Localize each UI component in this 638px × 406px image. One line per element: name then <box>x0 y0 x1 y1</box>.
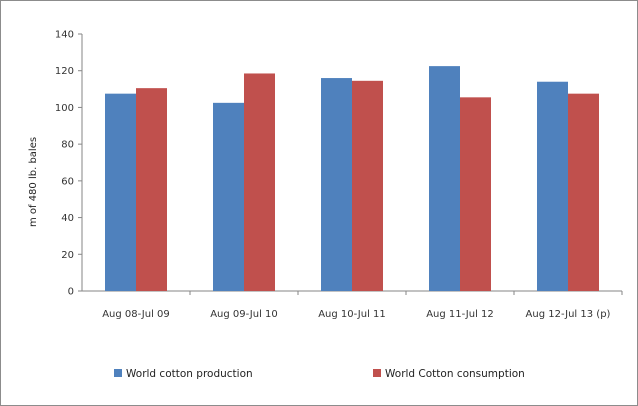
x-tick-label: Aug 09-Jul 10 <box>210 309 278 320</box>
y-tick-label: 60 <box>61 176 74 187</box>
bar-consumption <box>460 97 491 291</box>
bar-production <box>321 78 352 291</box>
y-tick-label: 120 <box>55 66 74 77</box>
x-tick-label: Aug 12-Jul 13 (p) <box>526 309 611 320</box>
bar-consumption <box>352 80 383 291</box>
legend-swatch <box>114 369 122 377</box>
y-tick-label: 80 <box>61 140 74 151</box>
x-tick-label: Aug 10-Jul 11 <box>318 309 386 320</box>
y-tick-label: 0 <box>68 287 74 298</box>
y-tick-label: 40 <box>61 213 74 224</box>
bar-production <box>537 81 568 291</box>
bar-production <box>105 93 136 292</box>
bar-consumption <box>568 93 599 292</box>
y-tick-labels: 0 20 40 60 80 100 120 140 <box>55 30 74 298</box>
x-tick-labels: Aug 08-Jul 09 Aug 09-Jul 10 Aug 10-Jul 11 A… <box>102 309 610 320</box>
bar-production <box>213 102 244 291</box>
y-tick-label: 20 <box>61 250 74 261</box>
y-tick-label: 100 <box>55 103 74 114</box>
bars <box>105 66 599 292</box>
x-tick-label: Aug 11-Jul 12 <box>426 309 494 320</box>
bar-consumption <box>136 88 167 292</box>
y-tick-label: 140 <box>55 30 74 41</box>
legend-label: World Cotton consumption <box>385 368 525 380</box>
legend-swatch <box>373 369 381 377</box>
y-axis-label: m of 480 lb. bales <box>28 137 39 227</box>
legend: World cotton production World Cotton cons… <box>114 368 525 380</box>
legend-label: World cotton production <box>126 368 253 380</box>
bar-consumption <box>244 73 275 291</box>
x-tick-label: Aug 08-Jul 09 <box>102 309 170 320</box>
bar-production <box>429 66 460 291</box>
